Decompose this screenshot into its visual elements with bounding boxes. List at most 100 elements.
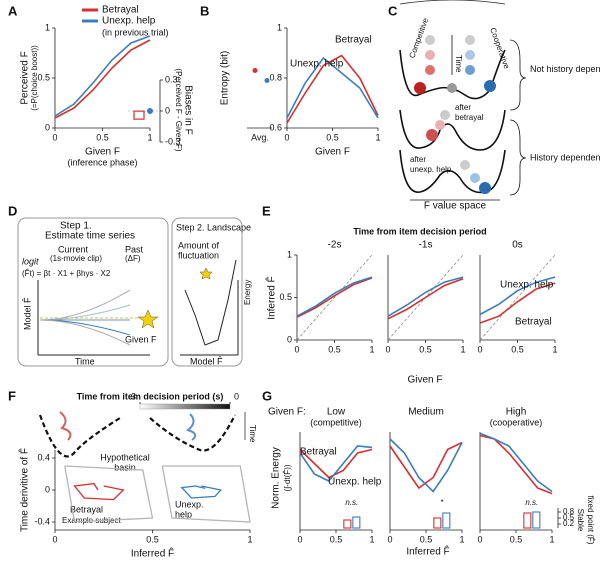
- e-header: Time from item decision period: [353, 226, 486, 236]
- d-text: Time: [75, 356, 95, 366]
- g-ylabel: Norm. Energy: [271, 447, 282, 509]
- x-tick-label: 1: [147, 132, 152, 142]
- avg-dot: [252, 68, 258, 73]
- series-line: [286, 56, 379, 119]
- series-name: Unexp. help: [500, 280, 554, 291]
- bar: [433, 517, 442, 529]
- series-line: [479, 432, 553, 493]
- x-tick-label: 0.5: [511, 344, 524, 354]
- chart-subtitle: (competitive): [310, 417, 362, 427]
- series-name: Unexp. help: [290, 59, 344, 70]
- x-label: Given F: [315, 147, 350, 158]
- d-text: (ΔF): [125, 254, 141, 263]
- g-text: fixed point (F̂): [586, 496, 595, 545]
- panel-label: G: [262, 388, 272, 403]
- d-text: Estimate time series: [45, 231, 135, 242]
- x-label: Given F: [85, 147, 120, 158]
- bias-dot: [147, 108, 153, 114]
- y-tick-label: 1: [45, 22, 50, 32]
- series-line: [479, 276, 556, 316]
- series-line: [296, 277, 373, 318]
- y-tick-label: 1: [287, 249, 292, 259]
- star: [137, 309, 159, 329]
- c-text: after: [410, 155, 426, 164]
- chart-title: Medium: [408, 407, 444, 418]
- f-text: Hypothetical: [100, 452, 150, 462]
- x-tick-label: 0.5: [420, 534, 433, 544]
- series-line: [54, 35, 151, 117]
- d-text: Model F̂: [190, 356, 223, 366]
- c-text: after: [455, 103, 471, 112]
- x-tick-label: 0: [284, 132, 289, 142]
- series-line: [299, 448, 373, 479]
- c-text: Time: [454, 55, 463, 73]
- x-tick-label: 0.5: [330, 534, 343, 544]
- series-name: Betrayal: [335, 35, 372, 46]
- y2-tick-label: 0.3: [165, 74, 178, 84]
- g-text: Stable: [576, 509, 585, 532]
- series-line: [73, 482, 125, 501]
- x-tick-label: 0: [387, 534, 392, 544]
- bar: [343, 519, 352, 529]
- series-line: [389, 438, 463, 493]
- c-text: Not history dependent: [530, 64, 600, 74]
- y-tick-label: 1: [277, 22, 282, 32]
- avg-dot: [264, 78, 270, 83]
- chart-title: High: [506, 407, 527, 418]
- d-text: fluctuation: [178, 250, 219, 260]
- series-line: [296, 276, 373, 317]
- bar: [532, 511, 541, 529]
- f-text: help: [175, 509, 192, 519]
- y-label: Perceived F: [20, 51, 31, 104]
- d-text: logit: [22, 256, 39, 266]
- f-text: Unexp.: [175, 499, 204, 509]
- y-tick-label: 0.5: [279, 292, 292, 302]
- bar-tick-label: 0.5: [563, 513, 575, 522]
- x-tick-label: 0: [52, 132, 57, 142]
- panel-label: D: [8, 203, 17, 218]
- legend-note: (in previous trial): [102, 27, 169, 37]
- panel-label: B: [200, 3, 209, 18]
- bar: [442, 512, 451, 529]
- d-text: Step 1.: [60, 221, 92, 232]
- y-tick-label: -0.4: [34, 516, 50, 526]
- y2-label: Biases in F: [182, 85, 193, 134]
- x-tick-label: 1: [375, 132, 380, 142]
- g-text: Given F:: [268, 407, 306, 418]
- bar-tick-label: 0.8: [563, 507, 575, 516]
- series-line: [389, 441, 463, 490]
- e-ylabel: Inferred F̂: [264, 276, 278, 319]
- c-text: unexp. help: [410, 165, 452, 174]
- x-tick-label: 0: [297, 534, 302, 544]
- y-label: Time derivitive of F̂: [17, 448, 31, 532]
- colorbar: [139, 403, 231, 410]
- d-text: Given F: [125, 334, 157, 344]
- f-basins: [38, 414, 236, 458]
- y-tick-label: 0.8: [269, 72, 282, 82]
- x-tick-label: 0: [477, 534, 482, 544]
- c-text: Not history dependent: [530, 64, 600, 74]
- f-trace: [59, 411, 72, 441]
- d-box: [171, 217, 243, 367]
- g-xlabel: Inferred F̂: [406, 544, 449, 558]
- d-text: Model F̂: [22, 297, 32, 330]
- chart-title: -2s: [328, 240, 342, 251]
- legend-label: Unexp. help: [102, 16, 156, 27]
- y-tick-label: 0.4: [37, 452, 50, 462]
- bar: [352, 516, 361, 529]
- chart-title: -1s: [419, 240, 433, 251]
- x-tick-label: 0.5: [146, 534, 159, 544]
- x-tick-label: 1: [247, 534, 252, 544]
- chart-subtitle: (cooperative): [490, 417, 543, 427]
- d-text: Amount of: [178, 240, 220, 250]
- bias-box: [133, 110, 145, 120]
- x-tick-label: 1: [459, 534, 464, 544]
- c-text: History dependent: [530, 152, 600, 162]
- x-tick-label: 0: [294, 344, 299, 354]
- hand-arrow: [399, 0, 506, 5]
- x-label: (inference phase): [67, 157, 137, 167]
- x-tick-label: 0.5: [96, 132, 109, 142]
- diagonal: [296, 254, 373, 341]
- x-tick-label: 0.5: [326, 132, 339, 142]
- y-tick-label: 0.5: [37, 72, 50, 82]
